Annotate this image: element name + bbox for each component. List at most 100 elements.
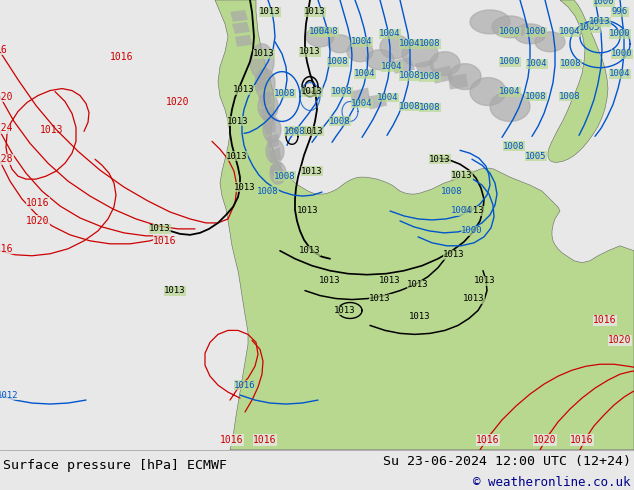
Polygon shape bbox=[514, 24, 546, 44]
Text: 1013: 1013 bbox=[299, 47, 321, 56]
Polygon shape bbox=[215, 0, 634, 450]
Polygon shape bbox=[266, 139, 284, 163]
Text: 1013: 1013 bbox=[429, 155, 451, 164]
Polygon shape bbox=[270, 162, 286, 184]
Text: 1000: 1000 bbox=[611, 49, 633, 58]
Text: 1016: 1016 bbox=[253, 435, 277, 445]
Text: 1008: 1008 bbox=[503, 142, 525, 151]
Polygon shape bbox=[535, 32, 565, 52]
Polygon shape bbox=[258, 92, 272, 107]
Text: 1008: 1008 bbox=[284, 127, 306, 136]
Text: 1013: 1013 bbox=[463, 294, 485, 303]
Text: 1013: 1013 bbox=[149, 224, 171, 233]
Text: 1008: 1008 bbox=[419, 72, 441, 81]
Text: 1013: 1013 bbox=[589, 17, 611, 26]
Text: 1000: 1000 bbox=[499, 27, 521, 36]
Text: 1013: 1013 bbox=[40, 125, 64, 135]
Polygon shape bbox=[250, 44, 274, 79]
Polygon shape bbox=[260, 105, 274, 122]
Text: 1004: 1004 bbox=[354, 69, 376, 78]
Polygon shape bbox=[255, 76, 268, 92]
Text: 1004: 1004 bbox=[379, 29, 401, 38]
Text: 1020: 1020 bbox=[26, 216, 49, 226]
Text: 1013: 1013 bbox=[407, 280, 429, 289]
Text: 1008: 1008 bbox=[559, 92, 581, 101]
Text: 1008: 1008 bbox=[275, 172, 295, 181]
Polygon shape bbox=[235, 35, 252, 47]
Text: 1013: 1013 bbox=[410, 312, 430, 321]
Text: Su 23-06-2024 12:00 UTC (12+24): Su 23-06-2024 12:00 UTC (12+24) bbox=[383, 455, 631, 467]
Text: Surface pressure [hPa] ECMWF: Surface pressure [hPa] ECMWF bbox=[3, 460, 227, 472]
Text: 1004: 1004 bbox=[377, 93, 399, 102]
Polygon shape bbox=[306, 27, 334, 47]
Text: 1016: 1016 bbox=[570, 435, 594, 445]
Text: 1004: 1004 bbox=[526, 59, 548, 68]
Text: 1020: 1020 bbox=[0, 92, 14, 101]
Polygon shape bbox=[448, 74, 468, 90]
Text: 1004: 1004 bbox=[559, 27, 581, 36]
Polygon shape bbox=[490, 92, 530, 122]
Text: 1016: 1016 bbox=[220, 435, 243, 445]
Text: 1016: 1016 bbox=[476, 435, 500, 445]
Text: 1008: 1008 bbox=[317, 27, 339, 36]
Text: 1013: 1013 bbox=[379, 276, 401, 285]
Text: 1000: 1000 bbox=[462, 226, 482, 235]
Text: 1013: 1013 bbox=[301, 87, 323, 96]
Text: 1013: 1013 bbox=[301, 167, 323, 176]
Text: 1013: 1013 bbox=[226, 152, 248, 161]
Text: 1020: 1020 bbox=[166, 97, 190, 106]
Text: 1013: 1013 bbox=[304, 7, 326, 17]
Text: 16: 16 bbox=[0, 45, 8, 55]
Text: 1004: 1004 bbox=[351, 37, 373, 46]
Text: 1016: 1016 bbox=[0, 244, 14, 254]
Text: 1016: 1016 bbox=[234, 381, 256, 390]
Polygon shape bbox=[350, 88, 370, 103]
Text: 1013: 1013 bbox=[443, 250, 465, 259]
Text: 1013: 1013 bbox=[369, 294, 391, 303]
Polygon shape bbox=[470, 77, 506, 105]
Text: 1013: 1013 bbox=[451, 171, 473, 180]
Text: 1005: 1005 bbox=[525, 152, 547, 161]
Text: 1013: 1013 bbox=[234, 183, 256, 192]
Text: 1000: 1000 bbox=[593, 0, 615, 6]
Text: 1000: 1000 bbox=[499, 57, 521, 66]
Polygon shape bbox=[380, 35, 410, 59]
Text: 1013: 1013 bbox=[334, 306, 356, 315]
Polygon shape bbox=[232, 22, 250, 34]
Text: 1028: 1028 bbox=[0, 154, 14, 164]
Polygon shape bbox=[415, 60, 436, 76]
Polygon shape bbox=[255, 69, 275, 98]
Text: 1020: 1020 bbox=[533, 435, 557, 445]
Text: 1013: 1013 bbox=[253, 49, 275, 58]
Text: 1008: 1008 bbox=[331, 87, 353, 96]
Text: 1000: 1000 bbox=[525, 27, 547, 36]
Text: 1000: 1000 bbox=[609, 29, 631, 38]
Polygon shape bbox=[368, 94, 387, 109]
Text: 1013: 1013 bbox=[463, 206, 485, 216]
Text: 1004: 1004 bbox=[351, 99, 373, 108]
Polygon shape bbox=[328, 35, 352, 53]
Text: 1012: 1012 bbox=[0, 391, 19, 399]
Text: 1013: 1013 bbox=[297, 206, 319, 216]
Polygon shape bbox=[449, 64, 481, 90]
Text: 1008: 1008 bbox=[560, 59, 582, 68]
Text: 1016: 1016 bbox=[593, 316, 617, 325]
Polygon shape bbox=[270, 162, 282, 177]
Polygon shape bbox=[258, 93, 278, 121]
Text: 1004: 1004 bbox=[609, 69, 631, 78]
Text: 1004: 1004 bbox=[399, 39, 421, 49]
Text: 1008: 1008 bbox=[329, 117, 351, 126]
Polygon shape bbox=[432, 66, 453, 84]
Text: 1008: 1008 bbox=[419, 103, 441, 112]
Text: 1016: 1016 bbox=[153, 236, 177, 246]
Polygon shape bbox=[230, 10, 248, 22]
Polygon shape bbox=[402, 41, 438, 67]
Polygon shape bbox=[266, 133, 279, 149]
Text: 1013: 1013 bbox=[474, 276, 496, 285]
Text: 1008: 1008 bbox=[441, 187, 463, 196]
Text: 1008: 1008 bbox=[399, 71, 421, 80]
Text: 1013: 1013 bbox=[164, 286, 186, 295]
Polygon shape bbox=[470, 10, 510, 34]
Text: 1004: 1004 bbox=[499, 87, 521, 96]
Text: 1008: 1008 bbox=[257, 187, 279, 196]
